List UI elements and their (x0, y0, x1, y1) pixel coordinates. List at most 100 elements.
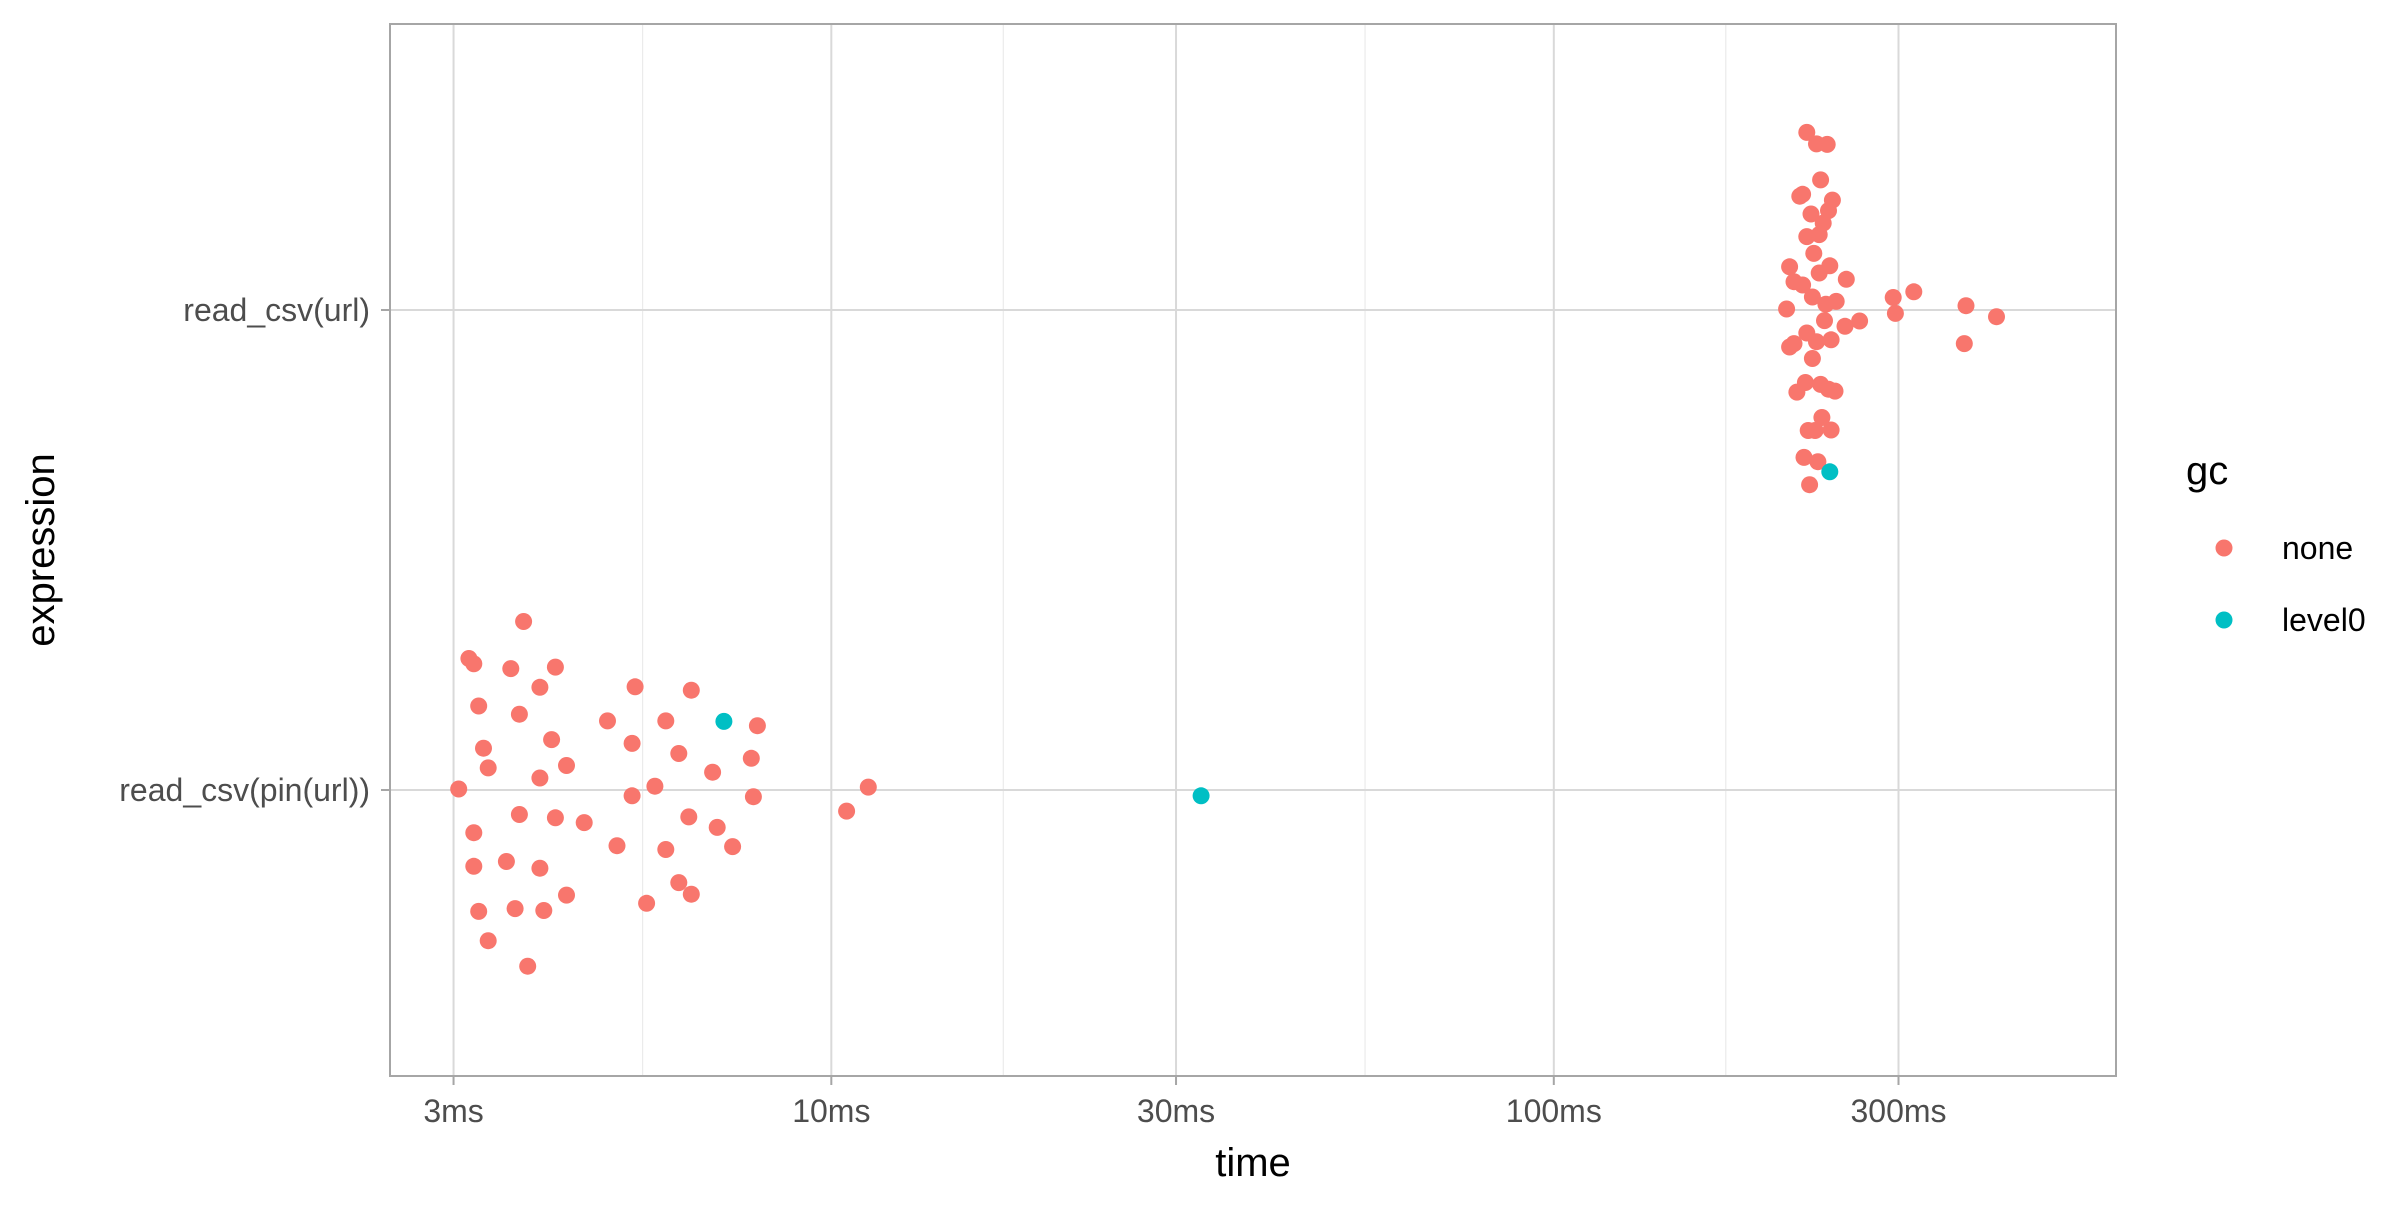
data-point-none (626, 678, 644, 696)
data-point-none (535, 902, 553, 919)
data-point-none (465, 824, 483, 842)
legend-label: none (2282, 530, 2353, 566)
x-tick-label: 30ms (1137, 1093, 1215, 1129)
data-point-none (704, 763, 722, 781)
legend-key-none (2215, 539, 2233, 557)
data-point-none (1808, 333, 1825, 351)
data-point-none (708, 818, 726, 836)
data-point-none (1905, 283, 1923, 301)
legend-title: gc (2186, 449, 2228, 493)
data-point-none (543, 731, 561, 749)
data-point-none (546, 809, 564, 827)
data-point-none (546, 658, 564, 676)
legend: gc none level0 (2186, 449, 2366, 638)
data-point-none (1988, 308, 2005, 326)
data-point-none (1823, 191, 1841, 209)
data-point-none (599, 712, 616, 730)
data-point-none (748, 717, 766, 735)
data-point-none (1826, 382, 1844, 400)
series-level0 (715, 463, 1839, 805)
data-point-none (1778, 300, 1796, 318)
data-point-none (1827, 292, 1845, 310)
data-point-none (1794, 276, 1812, 294)
data-point-none (502, 660, 520, 678)
data-point-none (1806, 422, 1824, 439)
data-point-none (1802, 205, 1820, 223)
data-point-none (1785, 335, 1803, 353)
x-tick-label: 3ms (423, 1093, 483, 1129)
data-point-none (623, 734, 641, 752)
data-point-none (531, 859, 549, 877)
data-point-none (1886, 304, 1904, 322)
data-point-none (1851, 312, 1869, 330)
legend-entries: none level0 (2215, 530, 2366, 638)
data-point-none (515, 613, 533, 630)
data-point-none (1809, 453, 1827, 471)
data-point-none (682, 681, 700, 699)
data-point-none (450, 780, 468, 798)
data-point-none (744, 788, 762, 806)
y-axis-title: expression (19, 453, 63, 646)
data-point-none (465, 857, 483, 875)
data-point-none (558, 886, 575, 904)
data-point-none (680, 808, 698, 826)
data-point-none (1822, 421, 1840, 439)
data-point-none (623, 787, 641, 805)
data-point-none (510, 806, 528, 823)
data-point-none (742, 749, 760, 767)
data-point-none (859, 778, 877, 796)
grid (390, 24, 2116, 1076)
data-point-none (558, 757, 575, 774)
data-point-none (1955, 335, 1973, 353)
data-point-none (838, 802, 856, 820)
x-tick-label: 100ms (1506, 1093, 1602, 1129)
data-point-none (531, 769, 549, 787)
data-point-none (1796, 374, 1814, 391)
data-point-none (1813, 409, 1831, 426)
data-point-none (608, 837, 626, 855)
data-point-level0 (1821, 463, 1839, 481)
data-point-none (1801, 476, 1819, 494)
data-point-none (638, 894, 656, 912)
data-point-none (531, 678, 549, 696)
x-tick-label: 10ms (792, 1093, 870, 1129)
data-point-none (1818, 135, 1836, 153)
x-tick-label: 300ms (1850, 1093, 1946, 1129)
data-point-none (1822, 331, 1840, 349)
data-point-none (724, 838, 742, 856)
data-point-none (1805, 244, 1823, 262)
data-point-level0 (1192, 787, 1210, 805)
data-point-none (479, 932, 497, 950)
data-point-none (1803, 288, 1821, 306)
y-tick-label: read_csv(pin(url)) (119, 772, 370, 808)
data-point-none (470, 697, 488, 715)
data-points (450, 123, 2005, 975)
data-point-none (1781, 258, 1799, 276)
data-point-none (575, 814, 593, 832)
data-point-none (479, 759, 497, 777)
y-tick-label: read_csv(url) (183, 292, 370, 328)
data-point-none (497, 853, 515, 870)
data-point-none (519, 957, 537, 975)
series-none (450, 123, 2005, 975)
data-point-none (1957, 297, 1975, 315)
data-point-none (1821, 257, 1839, 275)
data-point-none (475, 739, 492, 757)
legend-key-level0 (2215, 611, 2233, 629)
data-point-none (1837, 270, 1855, 288)
data-point-level0 (715, 712, 733, 730)
data-point-none (1803, 350, 1821, 367)
data-point-none (1812, 171, 1830, 189)
data-point-none (465, 655, 483, 673)
data-point-none (506, 900, 524, 918)
panel-border (389, 23, 2117, 1077)
x-axis-title: time (1215, 1141, 1291, 1185)
data-point-none (510, 705, 528, 723)
data-point-none (657, 841, 675, 858)
data-point-none (670, 745, 688, 762)
data-point-none (1884, 289, 1902, 306)
data-point-none (1836, 317, 1854, 335)
data-point-none (657, 712, 675, 730)
